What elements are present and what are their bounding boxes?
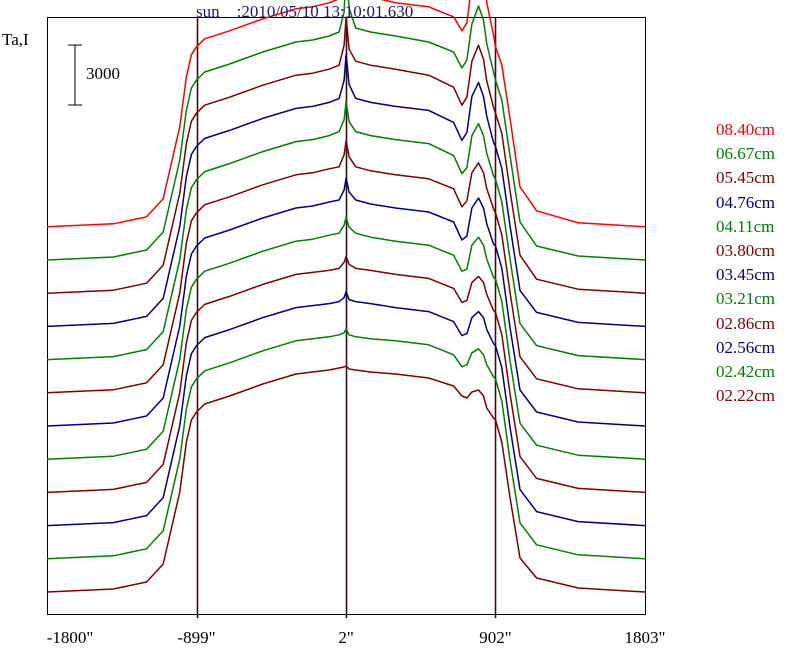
series-line-10 <box>46 328 646 560</box>
series-line-2 <box>46 16 646 294</box>
x-tick-label: -1800" <box>47 628 94 647</box>
legend-item: 04.11cm <box>716 216 775 236</box>
legend-item: 08.40cm <box>716 120 776 139</box>
legend-item: 02.56cm <box>716 337 776 357</box>
scale-bar-label: 3000 <box>86 64 120 83</box>
x-tick-label: 1803" <box>625 628 666 647</box>
series-line-6 <box>46 177 646 427</box>
legend: 08.40cm 06.67cm 05.45cm 04.76cm 04.11cm 03.80… <box>716 118 775 408</box>
series-line-0 <box>46 0 646 228</box>
legend-item: 03.80cm <box>716 240 776 260</box>
legend-item: 03.45cm <box>716 265 776 285</box>
y-axis-label: Ta,I <box>2 30 29 49</box>
chart-title: sun :2010/05/10 13:10:01.630 <box>196 2 414 21</box>
legend-item: 03.21cm <box>716 289 776 309</box>
series-line-5 <box>46 140 646 394</box>
series-line-1 <box>46 0 646 261</box>
x-tick-label: 902" <box>479 628 511 647</box>
legend-item: 05.45cm <box>716 168 776 188</box>
series-lines <box>46 0 646 593</box>
x-tick-label: 2" <box>338 628 353 647</box>
series-line-3 <box>46 53 646 328</box>
series-line-11 <box>46 365 646 593</box>
legend-item: 02.22cm <box>716 386 776 406</box>
legend-item: 02.42cm <box>716 361 776 381</box>
x-tick-label: -899" <box>177 628 215 647</box>
series-line-8 <box>46 255 646 494</box>
series-line-7 <box>46 216 646 460</box>
vertical-markers <box>196 17 497 618</box>
legend-item: 04.76cm <box>716 192 776 212</box>
scale-bar <box>68 44 82 106</box>
legend-item: 02.86cm <box>716 313 776 333</box>
series-line-9 <box>46 290 646 527</box>
series-line-4 <box>46 100 646 361</box>
x-axis-ticks: -1800" -899" 2" 902" 1803" <box>47 628 666 647</box>
legend-item: 06.67cm <box>716 144 776 164</box>
